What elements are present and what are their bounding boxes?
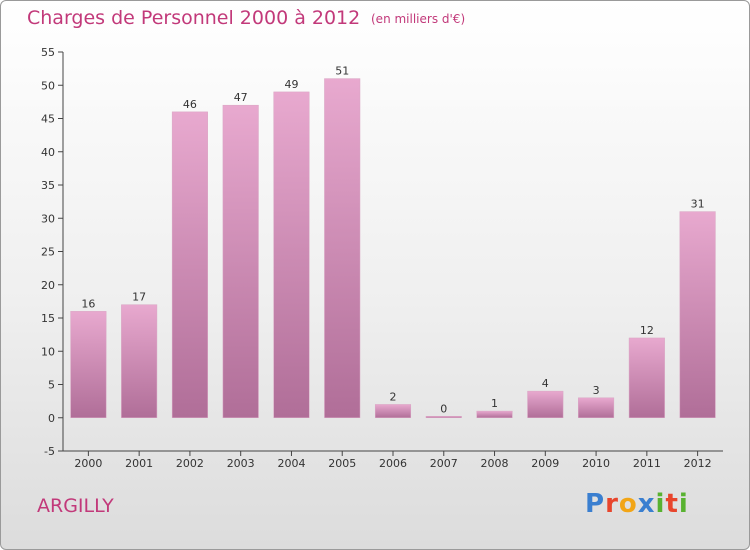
bar-value-label: 46 bbox=[183, 98, 197, 111]
bar bbox=[70, 311, 107, 419]
x-tick-label: 2008 bbox=[481, 457, 509, 470]
bar bbox=[425, 416, 462, 418]
logo-letter: i bbox=[655, 489, 666, 519]
y-tick-label: 20 bbox=[41, 279, 55, 292]
logo-letter: x bbox=[637, 489, 656, 519]
x-tick-label: 2012 bbox=[684, 457, 712, 470]
bar-value-label: 31 bbox=[691, 198, 705, 211]
bar-value-label: 17 bbox=[132, 291, 146, 304]
commune-name: ARGILLY bbox=[37, 495, 114, 517]
bar-value-label: 1 bbox=[491, 397, 498, 410]
y-tick-label: 50 bbox=[41, 79, 55, 92]
x-tick-label: 2000 bbox=[74, 457, 102, 470]
bar bbox=[171, 111, 208, 418]
x-tick-label: 2005 bbox=[328, 457, 356, 470]
y-tick-label: 55 bbox=[41, 46, 55, 59]
bar bbox=[578, 397, 615, 418]
logo-letter: t bbox=[665, 489, 679, 519]
x-tick-label: 2003 bbox=[227, 457, 255, 470]
bar-value-label: 0 bbox=[440, 402, 447, 415]
x-tick-label: 2010 bbox=[582, 457, 610, 470]
chart-title: Charges de Personnel 2000 à 2012 bbox=[27, 7, 361, 29]
x-tick-label: 2004 bbox=[277, 457, 305, 470]
bar-value-label: 51 bbox=[335, 65, 349, 78]
x-tick-label: 2009 bbox=[531, 457, 559, 470]
y-tick-label: 5 bbox=[48, 379, 55, 392]
y-tick-label: 15 bbox=[41, 312, 55, 325]
bar bbox=[374, 404, 412, 419]
bar-value-label: 49 bbox=[284, 78, 298, 91]
chart-subtitle: (en milliers d'€) bbox=[371, 12, 466, 26]
y-tick-label: 45 bbox=[41, 113, 55, 126]
x-tick-label: 2001 bbox=[125, 457, 153, 470]
x-tick-label: 2011 bbox=[633, 457, 661, 470]
y-tick-label: 35 bbox=[41, 179, 55, 192]
bar-value-label: 16 bbox=[81, 297, 95, 310]
proxiti-logo: Proxiti bbox=[585, 489, 689, 519]
y-tick-label: 25 bbox=[41, 246, 55, 259]
logo-letter: i bbox=[678, 489, 689, 519]
bar bbox=[527, 390, 564, 418]
bar bbox=[222, 104, 259, 418]
bar bbox=[121, 304, 158, 419]
bar-value-label: 2 bbox=[390, 390, 397, 403]
y-tick-label: 40 bbox=[41, 146, 55, 159]
bar-value-label: 4 bbox=[542, 377, 549, 390]
x-tick-label: 2006 bbox=[379, 457, 407, 470]
bar-value-label: 3 bbox=[593, 384, 600, 397]
bar-value-label: 47 bbox=[234, 91, 248, 104]
logo-letter: P bbox=[585, 489, 606, 519]
bar bbox=[628, 337, 665, 419]
bar bbox=[476, 410, 513, 419]
x-tick-label: 2002 bbox=[176, 457, 204, 470]
logo-letter: o bbox=[618, 489, 638, 519]
bar bbox=[679, 211, 716, 418]
logo-letter: r bbox=[605, 489, 619, 519]
bar-value-label: 12 bbox=[640, 324, 654, 337]
x-tick-label: 2007 bbox=[430, 457, 458, 470]
bar bbox=[324, 78, 361, 418]
bar bbox=[273, 91, 310, 419]
y-tick-label: 30 bbox=[41, 212, 55, 225]
y-tick-label: -5 bbox=[44, 445, 55, 458]
y-tick-label: 0 bbox=[48, 412, 55, 425]
y-tick-label: 10 bbox=[41, 345, 55, 358]
